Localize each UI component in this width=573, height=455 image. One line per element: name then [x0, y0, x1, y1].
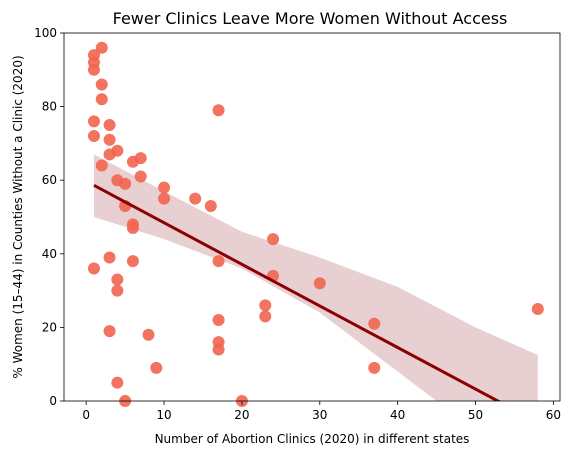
data-point	[189, 192, 202, 205]
data-point	[87, 130, 100, 143]
data-point	[95, 93, 108, 106]
data-point	[531, 303, 544, 315]
x-tick-label: 40	[390, 408, 405, 422]
data-point	[95, 159, 108, 172]
regression-line-layer	[93, 184, 502, 401]
data-point	[368, 317, 381, 330]
data-point	[259, 310, 272, 323]
x-tick-label: 60	[546, 408, 561, 422]
data-point	[313, 277, 326, 290]
data-point	[87, 63, 100, 76]
data-point	[150, 361, 163, 374]
data-point	[103, 148, 116, 161]
y-tick-label: 100	[34, 26, 57, 40]
y-axis-ticks: 0 20 40 60 80 100	[34, 26, 64, 408]
data-point	[103, 133, 116, 146]
data-point	[119, 177, 132, 190]
data-point	[259, 299, 272, 312]
data-point	[212, 314, 225, 327]
y-tick-label: 20	[42, 320, 57, 334]
chart-title: Fewer Clinics Leave More Women Without A…	[113, 9, 508, 28]
data-point	[212, 255, 225, 268]
data-point	[87, 262, 100, 275]
data-point	[111, 376, 124, 389]
y-tick-label: 40	[42, 247, 57, 261]
data-point	[126, 255, 139, 268]
data-point	[368, 361, 381, 374]
data-point	[95, 78, 108, 91]
data-point	[134, 170, 147, 183]
x-tick-label: 0	[82, 408, 90, 422]
x-tick-label: 10	[156, 408, 171, 422]
plot-frame	[63, 32, 561, 402]
x-axis-label: Number of Abortion Clinics (2020) in dif…	[155, 432, 470, 446]
data-point	[158, 192, 171, 205]
regression-line	[93, 184, 502, 401]
data-point	[134, 152, 147, 165]
x-axis-ticks: 0 10 20 30 40 50 60	[82, 401, 561, 422]
data-points-layer	[87, 41, 544, 407]
data-point	[204, 199, 217, 212]
data-point	[142, 328, 155, 341]
y-tick-label: 60	[42, 173, 57, 187]
data-point	[212, 104, 225, 117]
data-point	[212, 343, 225, 356]
data-point	[103, 251, 116, 264]
data-point	[111, 273, 124, 286]
y-axis-label: % Women (15–44) in Counties Without a Cl…	[11, 55, 25, 378]
x-tick-label: 20	[234, 408, 249, 422]
x-tick-label: 50	[468, 408, 483, 422]
data-point	[126, 222, 139, 235]
y-tick-label: 80	[42, 100, 57, 114]
y-tick-label: 0	[49, 394, 57, 408]
data-point	[103, 119, 116, 131]
data-point	[103, 325, 116, 338]
data-point	[158, 181, 171, 194]
data-point	[95, 41, 108, 54]
confidence-band	[93, 154, 538, 401]
data-point	[87, 115, 100, 128]
data-point	[267, 233, 280, 246]
data-point	[111, 284, 124, 297]
x-tick-label: 30	[312, 408, 327, 422]
confidence-band-layer	[93, 154, 538, 401]
